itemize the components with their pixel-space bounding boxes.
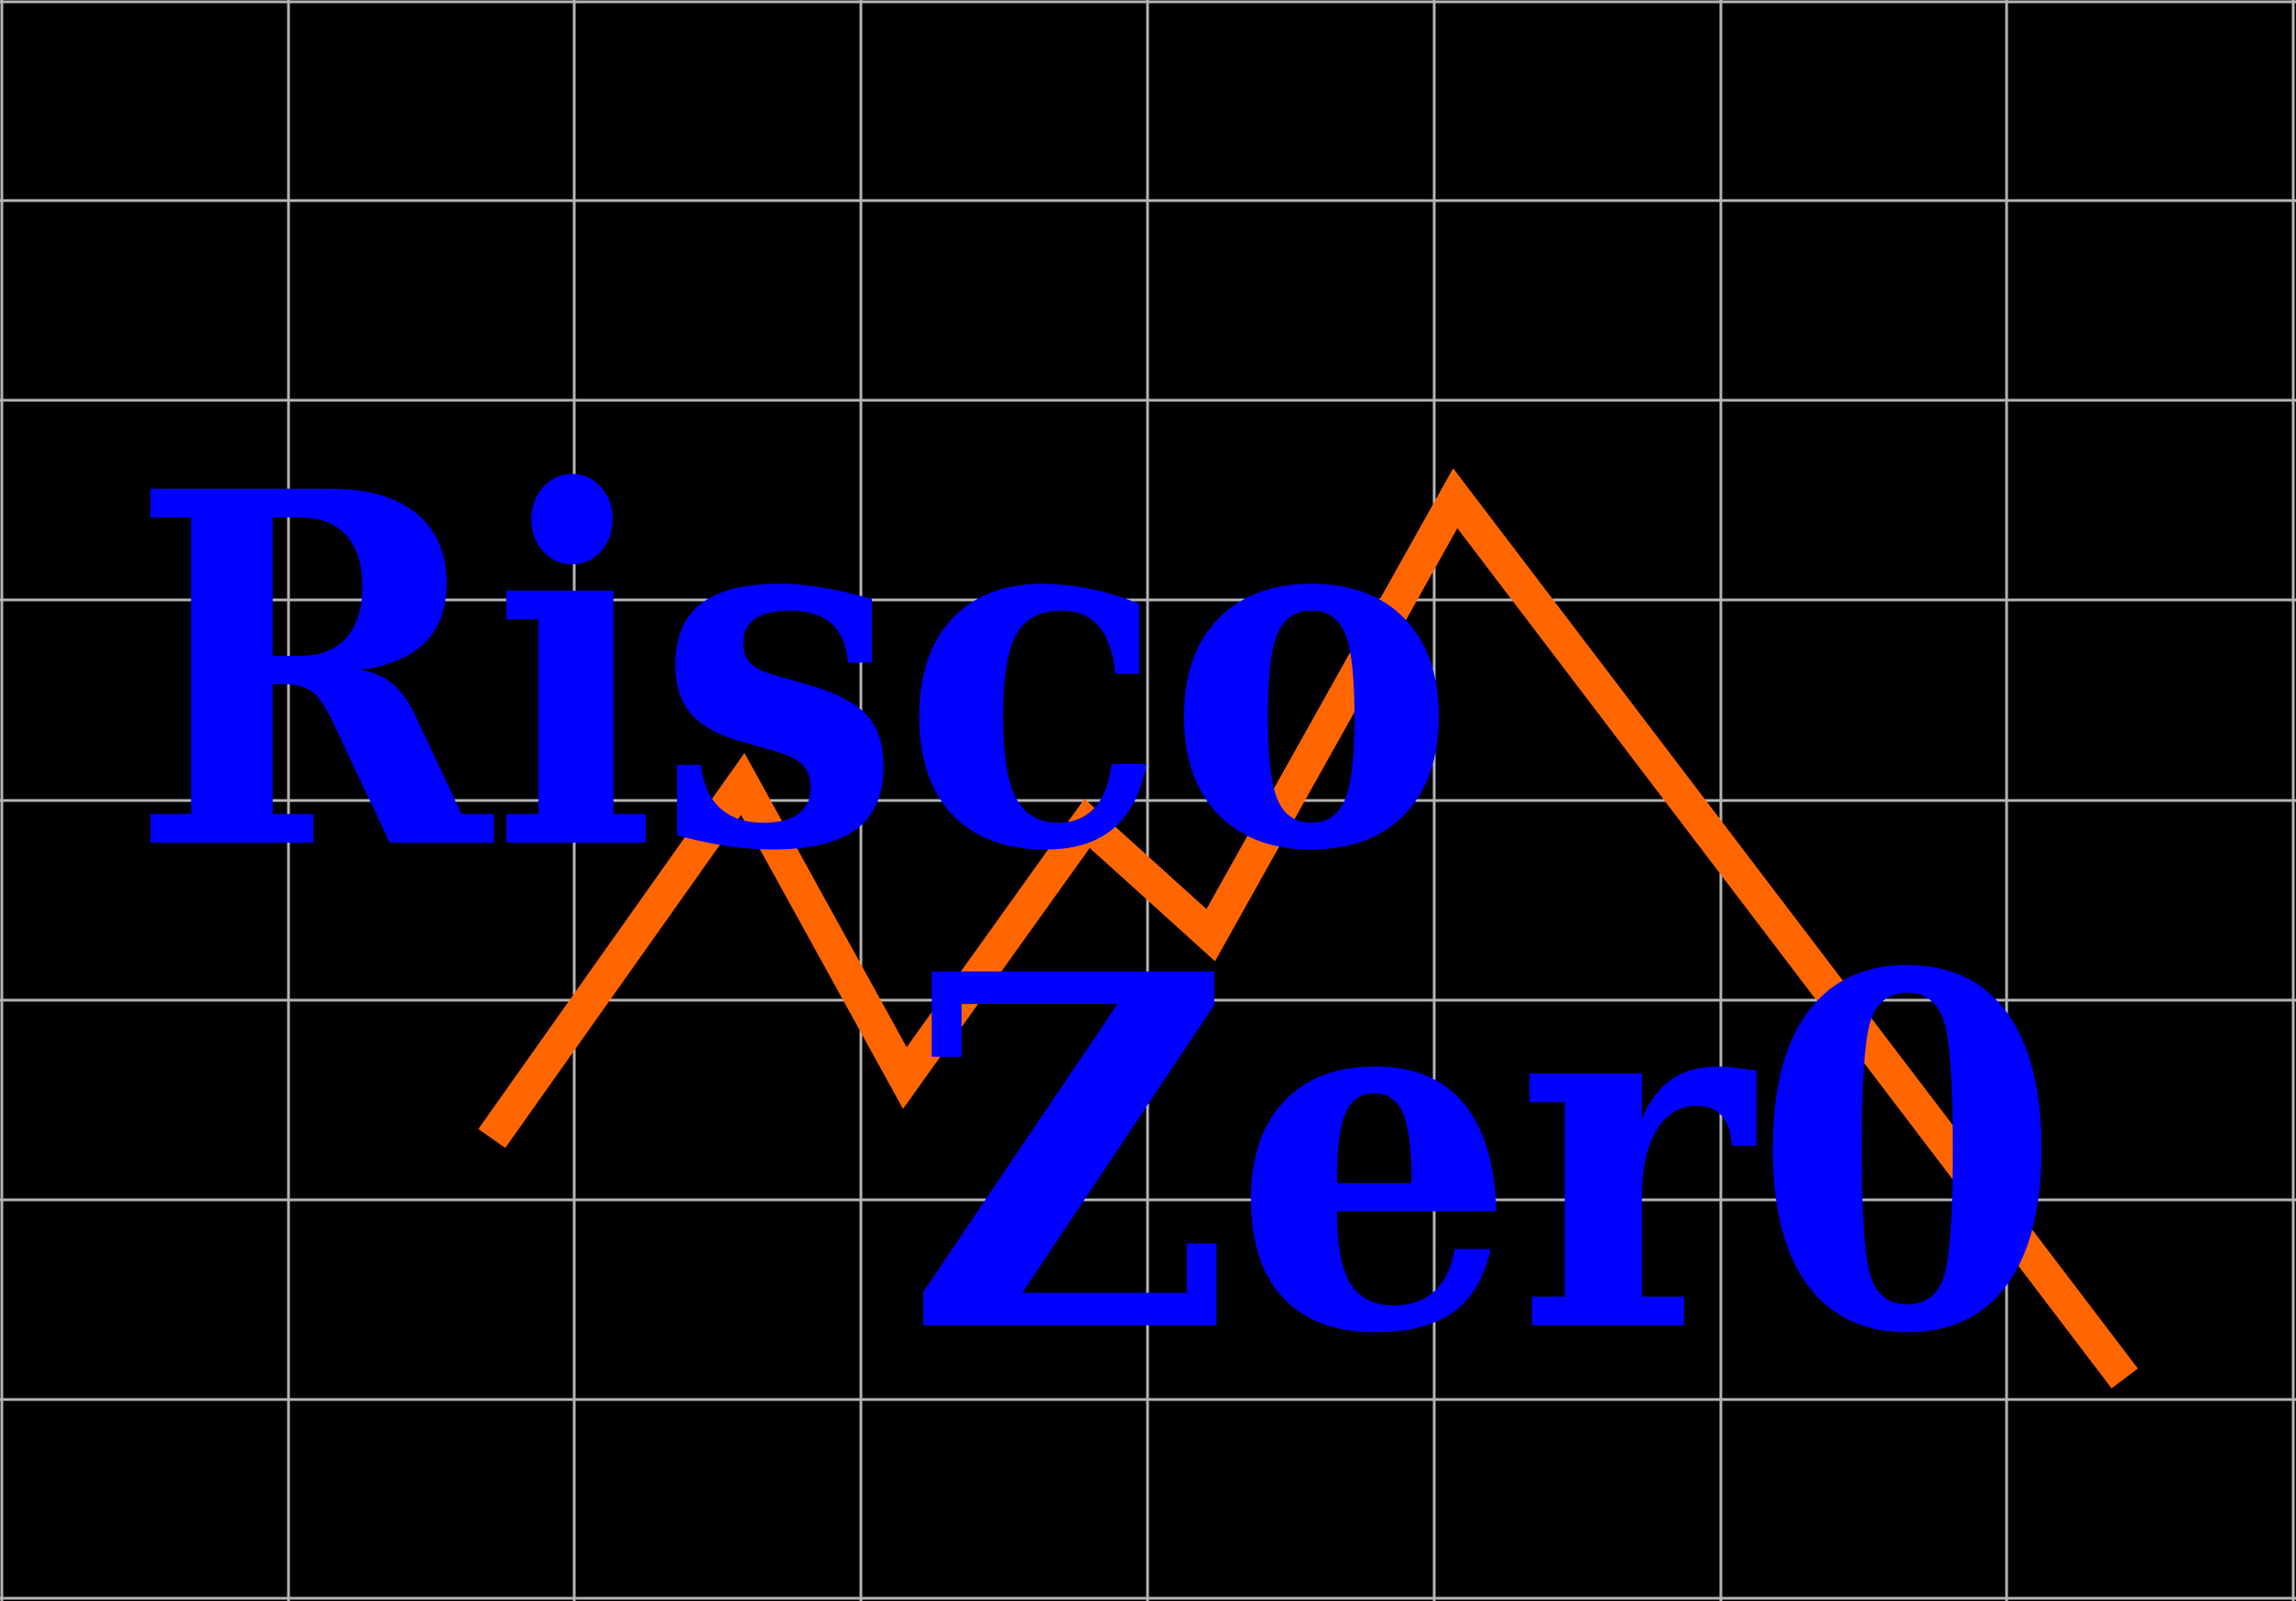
logo-word-top: Risco bbox=[130, 387, 1456, 957]
logo-word-bottom: Zer0 bbox=[907, 869, 2062, 1440]
zigzag-line bbox=[478, 468, 2138, 1389]
